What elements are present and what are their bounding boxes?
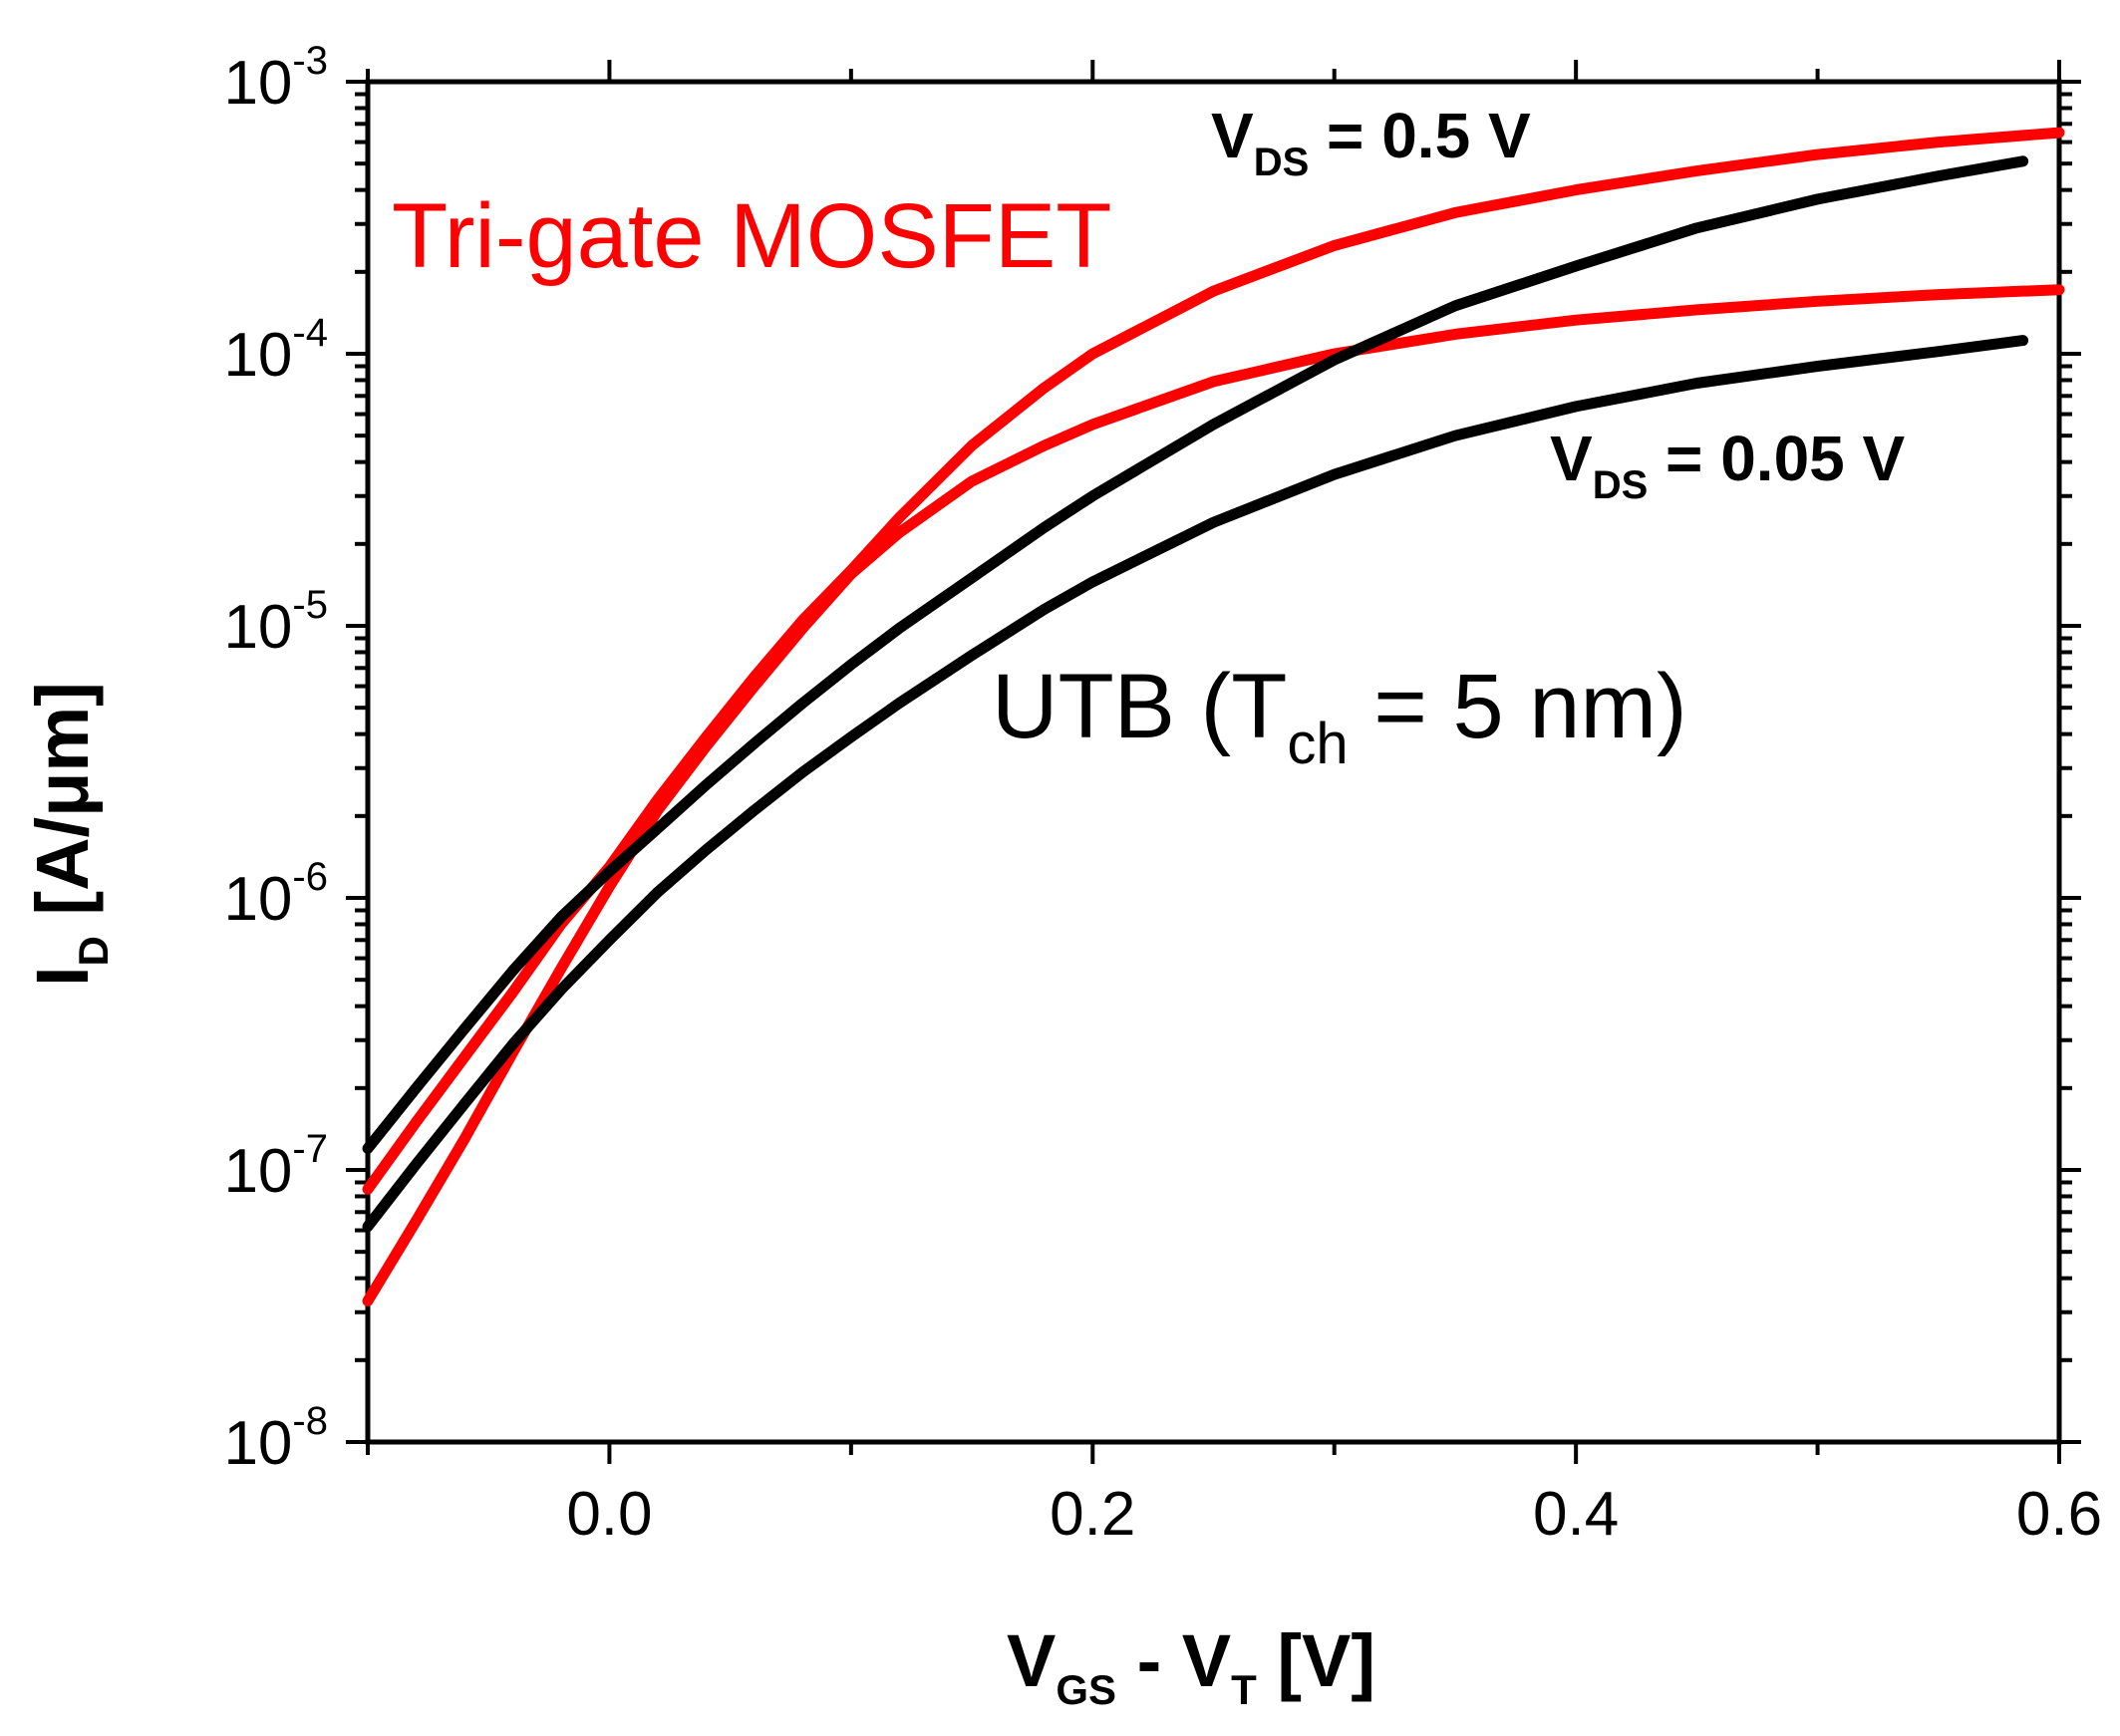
y-axis-title: ID [A/μm] [21,682,117,987]
y-tick-label-base: 10 [223,49,292,118]
annotation-vds-low-tail: = 0.05 V [1648,423,1905,494]
x-tick-label: 0.0 [566,1480,652,1549]
y-tick-label: 10-3 [223,39,328,118]
series-line-2 [362,284,2065,1306]
y-tick-label: 10-4 [223,311,328,390]
x-axis-title-main: V [1007,1619,1056,1702]
y-tick-label-exp: -7 [292,1127,328,1171]
annotation-vds-high-sub: DS [1254,141,1310,184]
x-tick-label: 0.4 [1533,1480,1619,1549]
annotation-trigate: Tri-gate MOSFET [392,185,1111,287]
y-tick-label: 10-6 [223,855,328,934]
series-group [362,127,2065,1306]
series-line-4 [362,335,2029,1233]
y-tick-label-exp: -5 [292,583,328,627]
y-tick-label-base: 10 [223,593,292,662]
x-axis-title-sub: GS [1056,1666,1116,1713]
y-tick-label: 10-8 [223,1399,328,1478]
y-tick-label: 10-7 [223,1127,328,1206]
annotation-utb: UTB (Tch = 5 nm) [992,656,1687,776]
annotation-vds-high-tail: = 0.5 V [1309,100,1531,171]
y-tick-labels: 10-810-710-610-510-410-3 [223,39,328,1478]
x-axis-title-sub2: T [1231,1666,1257,1713]
annotation-utb-sub: ch [1287,712,1348,776]
y-tick-label-exp: -4 [292,311,328,355]
series-line-1 [362,127,2065,1195]
axis-ticks [346,60,2081,1464]
y-tick-label-base: 10 [223,1409,292,1478]
y-axis-title-tail: [A/μm] [21,682,104,936]
plot-frame [365,79,2062,1445]
annotation-utb-tail: = 5 nm) [1349,656,1687,757]
y-tick-label-base: 10 [223,321,292,390]
y-tick-label-exp: -3 [292,39,328,83]
annotation-utb-main: UTB (T [992,656,1287,757]
y-tick-label: 10-5 [223,583,328,662]
series-line-3 [362,155,2029,1154]
annotation-vds-low-main: V [1550,423,1593,494]
x-tick-label: 0.6 [2016,1480,2102,1549]
y-axis-title-main: I [21,966,104,987]
x-tick-labels: 0.0 0.2 0.4 0.6 [566,1480,2102,1549]
x-axis-title-tail: [V] [1257,1619,1375,1702]
annotation-vds-high-main: V [1211,100,1254,171]
x-axis-title-mid: - V [1116,1619,1231,1702]
annotation-vds-high: VDS = 0.5 V [1211,100,1531,184]
y-axis-title-sub: D [70,936,117,966]
y-tick-label-base: 10 [223,1137,292,1206]
y-tick-label-base: 10 [223,865,292,934]
annotation-vds-low: VDS = 0.05 V [1550,423,1906,507]
y-tick-label-exp: -8 [292,1399,328,1443]
x-axis-title: VGS - VT [V] [1007,1619,1375,1713]
y-tick-label-exp: -6 [292,855,328,899]
x-tick-label: 0.2 [1050,1480,1135,1549]
annotation-vds-low-sub: DS [1593,463,1649,507]
